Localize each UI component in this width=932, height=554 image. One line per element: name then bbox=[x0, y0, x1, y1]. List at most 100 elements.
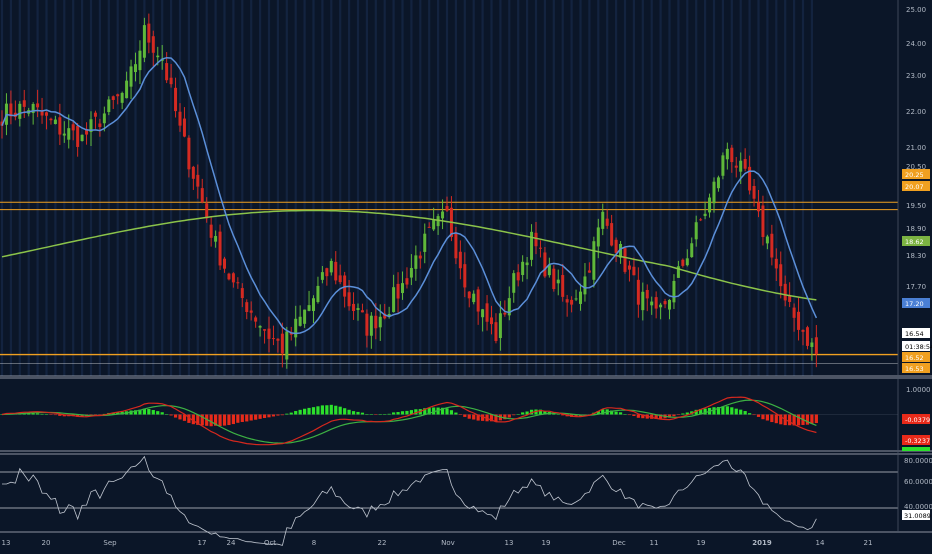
macd-histogram-bar bbox=[178, 414, 182, 420]
macd-badge bbox=[902, 414, 930, 424]
macd-histogram-bar bbox=[182, 414, 187, 421]
bar-stripe bbox=[63, 0, 66, 376]
time-tick-label: Sep bbox=[103, 539, 117, 547]
macd-histogram-bar bbox=[516, 413, 520, 415]
macd-histogram-bar bbox=[699, 409, 703, 415]
bar-stripe bbox=[294, 0, 297, 376]
candle-body bbox=[165, 63, 169, 81]
macd-histogram-bar bbox=[156, 411, 160, 415]
macd-histogram-bar bbox=[761, 414, 765, 420]
price-tick-label: 20.50 bbox=[906, 163, 926, 171]
candle-body bbox=[614, 239, 618, 253]
macd-histogram-bar bbox=[93, 414, 98, 415]
macd-histogram-bar bbox=[494, 414, 498, 422]
time-axis[interactable]: 13 20 Sep 17 24 Oct 8 22 Nov 13 19 Dec 11 19 2019 14 21 bbox=[2, 539, 873, 547]
candle-body bbox=[712, 181, 716, 204]
candle-body bbox=[36, 103, 40, 108]
bar-stripe bbox=[223, 0, 226, 376]
macd-histogram-bar bbox=[601, 409, 605, 415]
candle-body bbox=[374, 315, 378, 329]
time-tick-label: 21 bbox=[864, 539, 873, 547]
candle-body bbox=[596, 227, 600, 247]
macd-histogram-bar bbox=[739, 409, 743, 415]
candle-body bbox=[708, 197, 712, 213]
candle-body bbox=[294, 318, 298, 338]
price-pane[interactable] bbox=[0, 13, 898, 369]
bar-stripe bbox=[623, 0, 627, 376]
candle-body bbox=[739, 160, 743, 172]
candle-body bbox=[298, 316, 302, 326]
macd-histogram-bar bbox=[160, 412, 164, 415]
candle-body bbox=[458, 251, 462, 269]
macd-histogram-bar bbox=[334, 405, 338, 415]
bar-stripe bbox=[410, 0, 413, 376]
price-badge-label: 18.62 bbox=[905, 238, 924, 246]
bar-stripe bbox=[793, 0, 796, 376]
macd-tick-label: 1.0000 bbox=[906, 386, 931, 394]
macd-histogram-bar bbox=[289, 412, 293, 415]
candle-body bbox=[445, 206, 449, 211]
bar-stripe bbox=[285, 0, 288, 376]
time-tick-label: Oct bbox=[264, 539, 276, 547]
candle-body bbox=[685, 258, 689, 266]
price-axis[interactable]: 25.00 24.00 23.00 22.00 21.00 20.50 19.50 18.90… bbox=[902, 6, 932, 373]
macd-histogram-bar bbox=[627, 414, 632, 416]
candle-body bbox=[263, 329, 267, 331]
candle-body bbox=[579, 291, 582, 304]
candle-body bbox=[205, 203, 209, 219]
price-badge bbox=[902, 341, 930, 351]
candle-body bbox=[757, 202, 760, 212]
rsi-line bbox=[2, 455, 817, 546]
macd-histogram-bar bbox=[694, 409, 698, 415]
time-tick-label: 17 bbox=[198, 539, 207, 547]
macd-histogram-bar bbox=[716, 407, 721, 415]
rsi-pane[interactable] bbox=[0, 455, 898, 546]
candle-body bbox=[503, 312, 507, 315]
macd-histogram-bar bbox=[449, 410, 454, 415]
bar-stripe bbox=[401, 0, 404, 376]
bar-stripe bbox=[801, 0, 805, 376]
candle-body bbox=[463, 264, 467, 288]
candle-body bbox=[761, 205, 765, 237]
bar-stripe bbox=[570, 0, 573, 376]
macd-pane[interactable] bbox=[0, 396, 898, 446]
macd-histogram-bar bbox=[147, 408, 151, 415]
macd-histogram-bar bbox=[712, 407, 716, 415]
macd-histogram-bar bbox=[405, 410, 409, 415]
macd-histogram-bar bbox=[285, 413, 289, 415]
macd-histogram-bar bbox=[685, 412, 689, 415]
candle-body bbox=[352, 303, 356, 312]
candle-body bbox=[530, 231, 534, 260]
candle-body bbox=[316, 285, 320, 303]
candle-body bbox=[223, 258, 226, 269]
macd-histogram-bar bbox=[356, 411, 360, 415]
bar-stripe bbox=[116, 0, 119, 376]
bar-stripe bbox=[18, 0, 21, 376]
price-badge bbox=[902, 352, 930, 362]
macd-histogram-bar bbox=[596, 411, 600, 415]
candle-body bbox=[329, 260, 333, 273]
candle-body bbox=[218, 231, 222, 266]
candle-body bbox=[312, 298, 315, 311]
candle-body bbox=[285, 331, 289, 360]
macd-histogram-bar bbox=[347, 409, 351, 415]
bar-stripe bbox=[89, 0, 93, 376]
candle-body bbox=[45, 112, 48, 116]
bar-stripe bbox=[259, 0, 262, 376]
price-badge-label: 16.53 bbox=[905, 365, 924, 373]
candle-body bbox=[405, 278, 409, 285]
price-tick-label: 25.00 bbox=[906, 6, 926, 14]
bar-stripe bbox=[330, 0, 333, 376]
candle-body bbox=[454, 233, 458, 259]
macd-histogram-bar bbox=[703, 408, 707, 415]
candle-body bbox=[80, 134, 84, 141]
macd-histogram-bar bbox=[40, 413, 44, 415]
macd-axis[interactable]: 1.0000 -0.0379 -0.3237 bbox=[902, 386, 931, 451]
candle-body bbox=[703, 213, 707, 217]
macd-histogram-bar bbox=[476, 414, 480, 421]
candle-body bbox=[107, 99, 111, 113]
macd-histogram-bar bbox=[387, 413, 391, 415]
